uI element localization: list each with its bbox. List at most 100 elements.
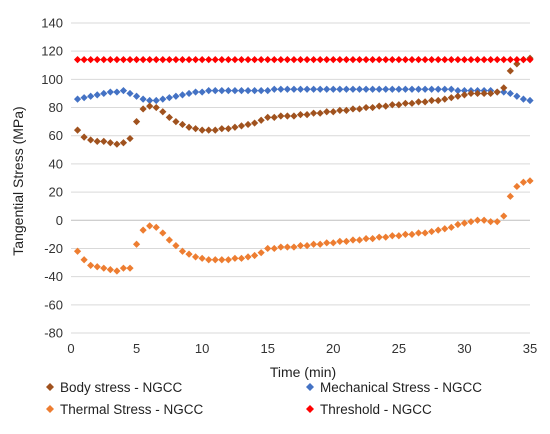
data-point: [382, 56, 390, 64]
data-point: [388, 85, 396, 93]
data-point: [421, 98, 429, 106]
data-point: [198, 88, 206, 96]
data-point: [257, 87, 265, 95]
data-point: [231, 87, 239, 95]
data-point: [73, 56, 82, 64]
data-point: [454, 56, 462, 64]
data-point: [460, 56, 469, 64]
data-point: [165, 113, 173, 122]
data-point: [329, 56, 337, 64]
x-tick-label: 0: [67, 341, 74, 356]
data-point: [119, 264, 128, 272]
data-point: [506, 192, 514, 200]
data-point: [270, 244, 278, 253]
y-tick-label: -40: [44, 269, 63, 284]
x-tick-label: 35: [523, 341, 537, 356]
data-point: [146, 96, 154, 105]
data-point: [80, 133, 88, 141]
legend-marker: [306, 405, 314, 413]
data-point: [454, 92, 462, 100]
data-point: [251, 251, 259, 260]
data-point: [447, 94, 455, 102]
data-point: [283, 56, 291, 64]
data-point: [310, 85, 318, 93]
data-point: [87, 136, 95, 144]
data-point: [224, 56, 232, 64]
y-tick-label: 120: [41, 44, 63, 59]
data-point: [224, 125, 232, 133]
data-point: [441, 95, 449, 103]
data-point: [473, 56, 482, 64]
data-point: [185, 250, 193, 258]
data-point: [336, 85, 344, 93]
data-point: [493, 56, 501, 64]
data-point: [205, 56, 213, 64]
data-point: [113, 267, 121, 275]
data-point: [473, 216, 482, 224]
data-point: [106, 56, 114, 64]
data-point: [218, 125, 226, 133]
data-point: [303, 85, 311, 93]
data-point: [191, 88, 200, 96]
data-point: [185, 123, 193, 131]
data-point: [205, 256, 213, 264]
data-point: [172, 118, 180, 126]
data-point: [93, 56, 101, 64]
data-point: [329, 239, 337, 247]
data-point: [73, 126, 82, 134]
data-point: [290, 243, 298, 251]
y-tick-label: 140: [41, 16, 63, 31]
data-point: [251, 87, 259, 95]
data-point: [362, 56, 370, 64]
data-point: [264, 87, 272, 95]
data-point: [467, 89, 475, 98]
data-point: [87, 56, 95, 64]
data-point: [310, 240, 318, 248]
y-tick-label: 100: [41, 72, 63, 87]
data-point: [329, 85, 337, 93]
data-point: [414, 229, 423, 237]
data-point: [80, 56, 88, 64]
legend-label: Thermal Stress - NGCC: [60, 402, 204, 417]
data-point: [93, 263, 101, 271]
data-point: [467, 218, 475, 226]
data-point: [283, 112, 291, 120]
data-point: [493, 218, 501, 226]
data-point: [355, 105, 364, 113]
data-point: [178, 56, 187, 64]
data-point: [191, 253, 200, 261]
data-point: [224, 87, 232, 95]
data-point: [270, 85, 278, 93]
data-point: [146, 56, 154, 64]
data-point: [152, 223, 160, 231]
data-point: [401, 230, 410, 238]
data-point: [165, 56, 173, 64]
legend-item: Mechanical Stress - NGCC: [306, 380, 482, 395]
data-point: [316, 240, 324, 248]
data-point: [264, 244, 272, 253]
data-point: [277, 85, 285, 93]
data-point: [329, 108, 337, 116]
data-point: [303, 110, 311, 119]
data-point: [237, 87, 246, 95]
data-point: [198, 56, 206, 64]
data-series: [73, 54, 534, 275]
data-point: [382, 102, 390, 110]
data-point: [434, 56, 442, 64]
data-point: [80, 94, 88, 102]
data-point: [369, 234, 377, 243]
data-point: [251, 119, 259, 127]
data-point: [132, 240, 141, 248]
data-point: [159, 108, 167, 116]
data-point: [159, 56, 167, 64]
data-point: [395, 101, 403, 109]
data-point: [408, 99, 416, 107]
data-point: [237, 122, 246, 130]
data-point: [369, 85, 377, 93]
data-point: [375, 233, 383, 241]
data-point: [506, 56, 514, 64]
data-point: [460, 91, 469, 99]
data-point: [362, 103, 370, 112]
data-point: [211, 56, 219, 64]
